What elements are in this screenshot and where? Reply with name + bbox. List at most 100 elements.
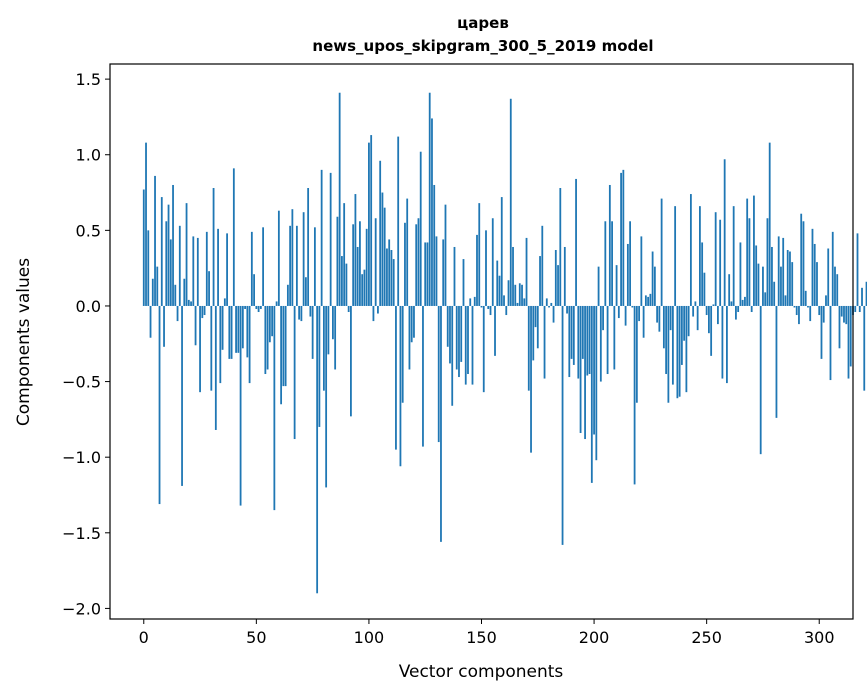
bar-component-226 — [651, 251, 654, 306]
bar-component-257 — [721, 305, 724, 379]
bar-component-128 — [431, 118, 433, 306]
bar-component-52 — [259, 305, 262, 309]
bar-component-248 — [701, 242, 704, 306]
bar-component-96 — [359, 221, 361, 306]
bar-component-64 — [286, 284, 289, 306]
x-tick-label: 0 — [139, 628, 149, 647]
bar-component-50 — [255, 305, 258, 309]
bar-component-127 — [428, 92, 431, 306]
bar-component-78 — [318, 305, 321, 427]
bar-component-117 — [406, 198, 409, 306]
bar-component-278 — [768, 142, 771, 306]
bar-component-242 — [687, 305, 690, 337]
bar-component-18 — [183, 278, 186, 306]
bar-component-104 — [377, 305, 379, 314]
bar-component-273 — [757, 263, 760, 306]
x-axis: 0 50 100 150 200 250 300 — [139, 619, 835, 647]
bar-component-283 — [780, 266, 782, 306]
bar-component-268 — [746, 198, 749, 306]
bar-component-80 — [322, 305, 325, 391]
bar-component-195 — [581, 305, 584, 359]
bar-component-44 — [241, 305, 244, 349]
bar-component-152 — [485, 230, 487, 306]
bar-component-9 — [163, 305, 165, 347]
bar-component-19 — [185, 203, 188, 306]
bar-component-116 — [404, 222, 406, 306]
bar-component-295 — [807, 305, 809, 308]
bar-component-197 — [586, 305, 589, 376]
bar-component-83 — [329, 172, 332, 306]
bar-component-238 — [678, 305, 681, 397]
bar-component-25 — [199, 305, 201, 393]
bar-component-203 — [599, 305, 602, 382]
bar-component-160 — [503, 295, 505, 306]
bar-component-320 — [863, 305, 866, 391]
bar-component-166 — [516, 302, 519, 306]
y-axis-label: Components values — [14, 258, 34, 426]
bar-component-228 — [656, 305, 659, 323]
bar-component-282 — [777, 236, 780, 306]
bar-component-193 — [577, 305, 580, 379]
bar-component-92 — [350, 305, 352, 417]
bar-component-150 — [480, 305, 483, 308]
bar-component-279 — [771, 246, 773, 306]
bar-component-212 — [620, 172, 622, 306]
bar-component-290 — [795, 305, 798, 316]
bar-component-123 — [419, 151, 422, 306]
bar-component-39 — [230, 305, 233, 359]
x-tick-label: 100 — [354, 628, 385, 647]
bar-component-239 — [680, 305, 683, 365]
bar-component-122 — [417, 218, 420, 306]
bar-component-302 — [822, 305, 825, 323]
bar-component-270 — [750, 305, 753, 313]
bar-component-124 — [422, 305, 424, 447]
bar-component-252 — [710, 305, 713, 356]
bar-component-87 — [338, 92, 341, 306]
bar-component-2 — [147, 230, 150, 306]
bar-component-126 — [426, 242, 429, 306]
bar-component-216 — [629, 221, 631, 306]
bar-component-300 — [818, 305, 821, 316]
bar-component-66 — [291, 209, 294, 306]
bar-component-200 — [593, 305, 595, 435]
bar-component-55 — [266, 305, 269, 370]
bar-component-156 — [494, 305, 496, 356]
bar-component-164 — [512, 246, 514, 306]
bar-component-121 — [415, 224, 418, 306]
bar-component-22 — [192, 236, 195, 306]
bar-component-109 — [388, 239, 391, 306]
bar-component-267 — [744, 296, 746, 306]
bar-component-206 — [606, 305, 609, 375]
bar-component-230 — [660, 198, 663, 306]
bar-component-303 — [825, 295, 827, 306]
bar-component-53 — [262, 227, 264, 306]
bar-component-299 — [816, 262, 818, 306]
bar-component-58 — [273, 305, 276, 511]
bar-component-79 — [320, 169, 323, 306]
bar-component-214 — [624, 305, 627, 326]
bar-component-280 — [773, 281, 776, 306]
bar-component-194 — [579, 305, 582, 433]
bar-component-181 — [550, 302, 553, 306]
bar-component-6 — [156, 266, 159, 306]
bar-component-29 — [208, 271, 210, 306]
bar-component-196 — [584, 305, 586, 440]
bar-component-301 — [820, 305, 823, 359]
bar-component-255 — [717, 305, 719, 325]
bar-component-33 — [217, 228, 219, 306]
bar-component-76 — [313, 227, 316, 306]
bar-component-99 — [365, 228, 368, 306]
x-axis-label: Vector components — [399, 662, 564, 682]
x-tick-label: 300 — [804, 628, 835, 647]
bar-component-23 — [194, 305, 197, 346]
bar-component-310 — [840, 305, 843, 317]
bar-component-263 — [735, 305, 737, 320]
bar-component-250 — [705, 305, 708, 316]
bar-component-272 — [755, 245, 758, 306]
bar-component-276 — [764, 292, 767, 306]
bar-component-139 — [455, 305, 458, 370]
bar-component-102 — [372, 305, 375, 322]
bar-component-61 — [280, 305, 283, 405]
bar-component-215 — [626, 243, 629, 306]
bar-component-3 — [149, 305, 152, 338]
